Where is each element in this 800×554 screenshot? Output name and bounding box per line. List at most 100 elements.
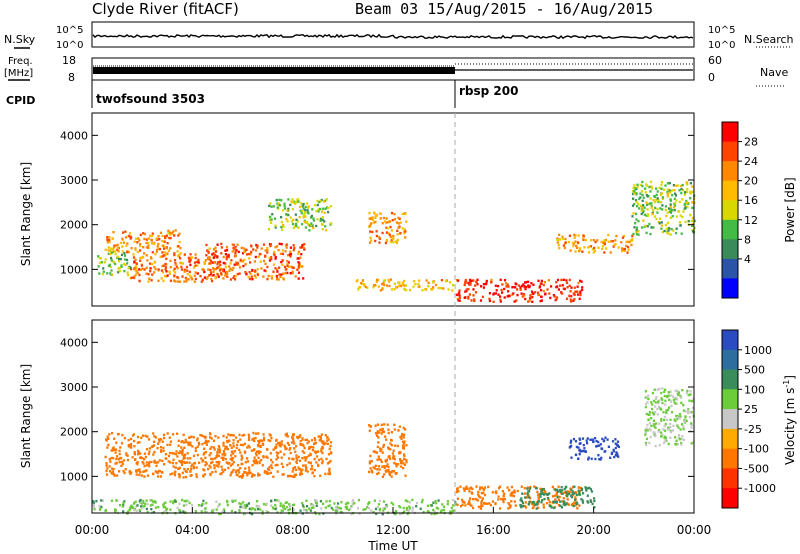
- nsky-trace: [92, 33, 694, 40]
- range-gate-cell: [164, 501, 167, 504]
- range-gate-cell: [602, 241, 605, 244]
- range-gate-cell: [147, 273, 150, 276]
- range-gate-cell: [593, 506, 596, 509]
- range-gate-cell: [676, 184, 679, 187]
- range-gate-cell: [118, 504, 122, 507]
- range-gate-cell: [634, 222, 637, 225]
- range-gate-cell: [552, 501, 555, 504]
- range-gate-cell: [160, 449, 163, 452]
- range-gate-cell: [472, 497, 475, 501]
- range-gate-cell: [479, 299, 483, 302]
- range-gate-cell: [248, 277, 251, 281]
- range-gate-cell: [550, 285, 553, 288]
- range-gate-cell: [635, 228, 638, 232]
- range-gate-cell: [150, 238, 153, 241]
- range-gate-cell: [287, 254, 290, 257]
- range-gate-cell: [371, 471, 374, 474]
- range-gate-cell: [660, 181, 663, 184]
- range-gate-cell: [663, 436, 666, 439]
- range-gate-cell: [232, 266, 235, 269]
- range-gate-cell: [669, 205, 672, 208]
- range-gate-cell: [611, 240, 614, 243]
- range-gate-cell: [655, 217, 658, 221]
- range-gate-cell: [329, 441, 333, 444]
- range-gate-cell: [140, 474, 143, 477]
- range-gate-cell: [684, 410, 687, 413]
- range-gate-cell: [203, 451, 206, 455]
- nave-tick-top: 60: [708, 54, 722, 67]
- cpid-panel: CPID twofsound 3503 rbsp 200: [6, 80, 518, 108]
- range-gate-cell: [658, 405, 661, 409]
- range-gate-cell: [245, 248, 248, 252]
- range-gate-cell: [523, 492, 527, 495]
- range-gate-cell: [176, 276, 179, 279]
- range-gate-cell: [607, 240, 610, 243]
- range-gate-cell: [150, 445, 154, 448]
- range-gate-cell: [553, 295, 556, 298]
- range-gate-cell: [251, 278, 254, 281]
- range-gate-cell: [210, 445, 213, 449]
- range-gate-cell: [426, 504, 429, 507]
- range-gate-cell: [165, 234, 168, 237]
- range-gate-cell: [685, 201, 689, 204]
- range-gate-cell: [169, 236, 172, 240]
- range-gate-cell: [482, 491, 485, 494]
- range-gate-cell: [193, 274, 196, 277]
- range-gate-cell: [477, 490, 480, 494]
- range-gate-cell: [328, 467, 331, 470]
- range-gate-cell: [174, 259, 177, 262]
- range-gate-cell: [631, 239, 634, 242]
- range-gate-cell: [155, 464, 158, 467]
- range-gate-cell: [226, 271, 229, 274]
- range-gate-cell: [444, 280, 447, 283]
- range-gate-cell: [489, 503, 492, 507]
- range-gate-cell: [228, 462, 231, 465]
- range-gate-cell: [277, 451, 280, 455]
- range-gate-cell: [369, 217, 372, 221]
- range-gate-cell: [382, 443, 385, 447]
- range-gate-cell: [526, 487, 529, 490]
- range-gate-cell: [310, 222, 313, 225]
- range-gate-cell: [669, 426, 672, 429]
- range-gate-cell: [571, 502, 574, 506]
- range-gate-cell: [353, 502, 356, 505]
- range-gate-cell: [645, 201, 648, 204]
- range-gate-cell: [655, 198, 658, 202]
- range-gate-cell: [300, 443, 303, 446]
- range-gate-cell: [248, 257, 251, 260]
- range-gate-cell: [656, 211, 659, 214]
- range-gate-cell: [137, 237, 140, 240]
- range-gate-cell: [255, 462, 259, 465]
- range-gate-cell: [108, 240, 111, 244]
- range-gate-cell: [222, 441, 225, 445]
- range-gate-cell: [122, 241, 125, 244]
- range-gate-cell: [652, 399, 656, 403]
- range-gate-cell: [259, 450, 262, 454]
- range-gate-cell: [202, 503, 205, 506]
- range-gate-cell: [161, 459, 164, 463]
- range-gate-cell: [313, 437, 316, 440]
- range-gate-cell: [93, 508, 96, 511]
- range-gate-cell: [514, 282, 517, 285]
- range-gate-cell: [651, 187, 654, 190]
- range-gate-cell: [660, 419, 663, 422]
- range-gate-cell: [520, 485, 523, 488]
- range-gate-cell: [600, 447, 603, 450]
- range-gate-cell: [133, 261, 136, 264]
- range-gate-cell: [203, 447, 206, 450]
- range-gate-cell: [314, 204, 317, 207]
- range-gate-cell: [320, 433, 323, 436]
- range-gate-cell: [277, 202, 280, 205]
- range-gate-cell: [97, 265, 100, 268]
- range-gate-cell: [257, 432, 260, 435]
- range-gate-cell: [269, 244, 272, 248]
- range-gate-cell: [578, 297, 581, 300]
- range-gate-cell: [114, 462, 117, 465]
- range-gate-cell: [163, 510, 166, 513]
- range-gate-cell: [654, 401, 657, 404]
- range-gate-cell: [687, 408, 690, 411]
- range-gate-cell: [384, 459, 387, 462]
- range-gate-cell: [279, 252, 282, 255]
- range-gate-cell: [375, 230, 378, 233]
- range-gate-cell: [507, 507, 510, 510]
